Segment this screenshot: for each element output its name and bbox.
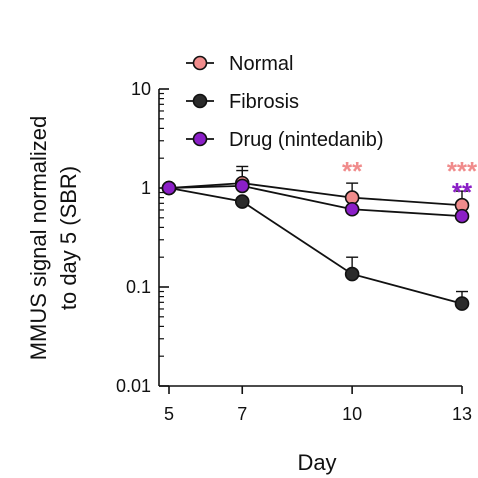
legend-label: Drug (nintedanib) [229, 129, 384, 151]
data-point [454, 208, 470, 224]
x-tick-label: 5 [164, 404, 174, 424]
series-line-fibrosis [168, 187, 463, 305]
significance-annotations: ** ***** [342, 156, 478, 207]
data-point [344, 201, 360, 217]
y-tick-label: 10 [131, 79, 151, 99]
significance-marker: *** [447, 156, 478, 186]
y-tick-label: 0.01 [116, 376, 151, 396]
data-point [344, 266, 360, 282]
y-tick-label: 0.1 [126, 277, 151, 297]
data-point [161, 180, 177, 196]
x-tick-label: 10 [342, 404, 362, 424]
significance-marker: ** [342, 156, 363, 186]
legend-label: Normal [229, 53, 293, 75]
series-line-drug [168, 184, 463, 218]
y-axis-title-line-1: MMUS signal normalized [26, 116, 51, 361]
legend-label: Fibrosis [229, 91, 299, 113]
data-point [234, 178, 250, 194]
series-line-normal [168, 182, 463, 207]
legend-marker [192, 93, 208, 109]
axes: 0.01 0.1 1 10 5 7 10 13 [116, 79, 472, 424]
x-axis-title: Day [297, 450, 336, 475]
y-tick-label: 1 [141, 178, 151, 198]
y-axis-title-line-2: to day 5 (SBR) [56, 166, 81, 310]
series-layer [161, 165, 470, 311]
legend-marker [192, 55, 208, 71]
x-tick-label: 13 [452, 404, 472, 424]
legend-marker [192, 131, 208, 147]
data-point [234, 194, 250, 209]
significance-marker: ** [452, 177, 473, 207]
legend: Normal Fibrosis Drug (nintedanib) [186, 53, 384, 151]
data-point [454, 296, 470, 311]
x-tick-label: 7 [237, 404, 247, 424]
